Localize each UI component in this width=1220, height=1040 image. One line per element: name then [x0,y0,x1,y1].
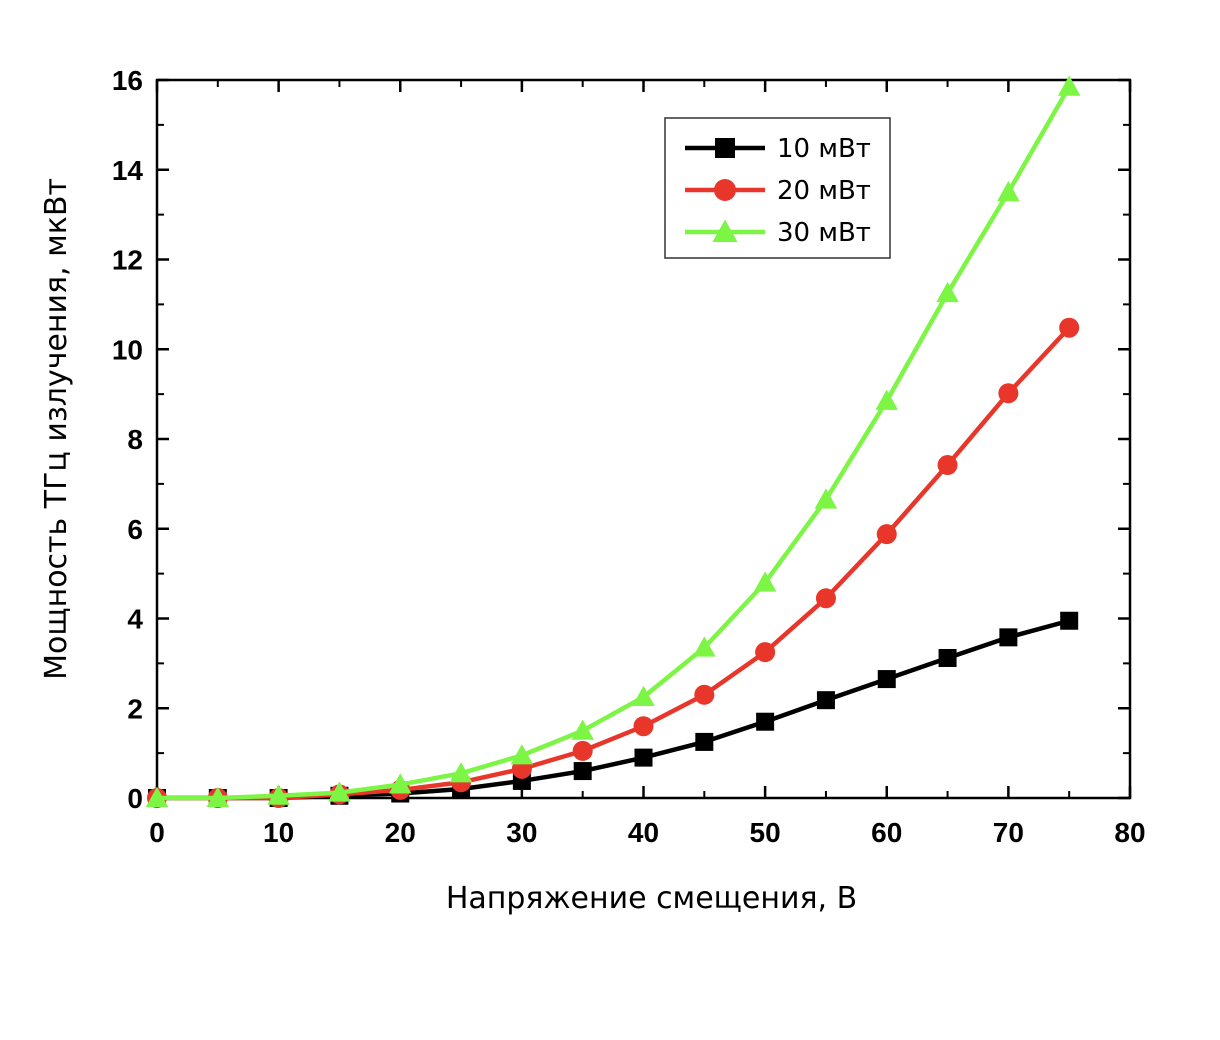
data-point [328,781,351,802]
series-1 [148,611,1079,807]
legend-label: 30 мВт [777,218,871,248]
series-3 [145,75,1081,807]
legend-item: 10 мВт [685,134,871,164]
legend: 10 мВт 20 мВт 30 мВт [664,117,891,259]
x-tick-label: 20 [385,817,416,848]
x-tick-label: 50 [750,817,781,848]
data-point [997,180,1020,202]
legend-label: 20 мВт [777,176,871,206]
data-point [632,685,655,707]
legend-label: 10 мВт [777,134,871,164]
data-point [998,383,1019,404]
data-point [633,716,654,737]
data-point [816,691,835,710]
data-point [875,389,898,410]
data-point [877,670,896,689]
data-point [695,732,714,751]
y-tick-label: 2 [127,693,143,724]
y-tick-label: 10 [112,334,143,365]
data-point [389,773,412,794]
x-tick-label: 80 [1114,817,1145,848]
data-point [694,684,715,705]
data-point [1057,75,1081,96]
legend-item: 20 мВт [685,176,871,206]
series-line [157,326,1071,801]
data-point [267,784,290,805]
x-tick-label: 60 [871,817,902,848]
data-point [938,648,957,667]
legend-marker [712,219,738,242]
data-point [936,281,959,303]
data-point [755,642,776,663]
data-point [572,740,593,761]
data-point [510,744,534,765]
x-tick-label: 10 [263,817,294,848]
data-point [753,571,777,592]
legend-item: 30 мВт [685,218,871,248]
data-point [1060,611,1079,630]
y-tick-label: 8 [127,424,143,455]
series-line [157,85,1072,801]
y-tick-label: 12 [112,245,143,276]
x-tick-label: 0 [149,817,165,848]
data-point [449,762,473,783]
data-point [1059,317,1080,338]
x-tick-label: 30 [506,817,537,848]
series-line [157,618,1070,801]
y-tick-label: 6 [127,514,143,545]
series-2 [147,317,1080,808]
data-point [573,762,592,781]
legend-marker [715,138,735,158]
data-point [571,719,594,740]
y-tick-label: 16 [112,65,143,96]
series-group [145,75,1081,808]
data-point [814,488,838,509]
data-point [937,455,958,476]
x-tick-label: 70 [993,817,1024,848]
y-tick-label: 0 [127,783,143,814]
data-point [693,636,716,657]
data-point [815,588,836,609]
x-axis-title: Напряжение смещения, В [446,881,857,916]
y-tick-label: 4 [127,604,143,635]
data-point [634,748,653,767]
legend-marker [714,179,736,201]
x-tick-label: 40 [628,817,659,848]
y-axis-title: Мощность ТГц излучения, мкВт [39,178,74,680]
data-point [145,786,169,807]
data-point [756,712,775,731]
data-point [876,524,897,545]
axis-ticks: 0 10 20 30 40 50 60 70 80 0 2 4 6 8 10 12 14 16 [112,65,1146,848]
data-point [999,628,1018,647]
data-point [206,786,230,807]
y-tick-label: 14 [112,155,144,186]
